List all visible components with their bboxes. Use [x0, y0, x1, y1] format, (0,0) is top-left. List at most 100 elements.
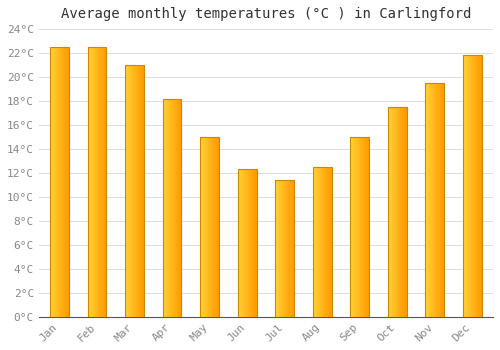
- Bar: [62, 47, 63, 317]
- Bar: [180, 99, 181, 317]
- Bar: [393, 107, 394, 317]
- Bar: [208, 137, 209, 317]
- Bar: [129, 65, 130, 317]
- Bar: [56, 47, 57, 317]
- Bar: [429, 83, 430, 317]
- Bar: [100, 47, 101, 317]
- Bar: [401, 107, 402, 317]
- Bar: [127, 65, 128, 317]
- Bar: [248, 169, 249, 317]
- Bar: [282, 180, 283, 317]
- Bar: [328, 167, 329, 317]
- Bar: [249, 169, 250, 317]
- Bar: [93, 47, 94, 317]
- Bar: [432, 83, 433, 317]
- Bar: [217, 137, 218, 317]
- Bar: [404, 107, 405, 317]
- Bar: [471, 55, 472, 317]
- Bar: [244, 169, 246, 317]
- Bar: [361, 137, 362, 317]
- Bar: [327, 167, 328, 317]
- Bar: [391, 107, 392, 317]
- Bar: [181, 99, 182, 317]
- Bar: [215, 137, 216, 317]
- Bar: [135, 65, 136, 317]
- Bar: [67, 47, 68, 317]
- Bar: [205, 137, 206, 317]
- Bar: [286, 180, 287, 317]
- Bar: [441, 83, 442, 317]
- Bar: [239, 169, 240, 317]
- Bar: [292, 180, 293, 317]
- Bar: [104, 47, 105, 317]
- Bar: [388, 107, 389, 317]
- Bar: [276, 180, 294, 317]
- Bar: [63, 47, 64, 317]
- Bar: [350, 137, 369, 317]
- Bar: [474, 55, 475, 317]
- Bar: [363, 137, 364, 317]
- Bar: [68, 47, 69, 317]
- Bar: [351, 137, 352, 317]
- Bar: [238, 169, 256, 317]
- Bar: [96, 47, 97, 317]
- Bar: [90, 47, 92, 317]
- Bar: [54, 47, 55, 317]
- Bar: [52, 47, 53, 317]
- Bar: [321, 167, 322, 317]
- Bar: [98, 47, 99, 317]
- Bar: [94, 47, 95, 317]
- Bar: [210, 137, 211, 317]
- Bar: [65, 47, 66, 317]
- Bar: [468, 55, 469, 317]
- Bar: [130, 65, 131, 317]
- Bar: [430, 83, 431, 317]
- Bar: [206, 137, 207, 317]
- Bar: [435, 83, 436, 317]
- Bar: [317, 167, 318, 317]
- Bar: [246, 169, 247, 317]
- Bar: [288, 180, 289, 317]
- Bar: [436, 83, 437, 317]
- Bar: [330, 167, 331, 317]
- Bar: [356, 137, 358, 317]
- Bar: [388, 107, 406, 317]
- Bar: [442, 83, 443, 317]
- Bar: [134, 65, 135, 317]
- Bar: [204, 137, 206, 317]
- Bar: [202, 137, 203, 317]
- Bar: [433, 83, 434, 317]
- Bar: [165, 99, 166, 317]
- Bar: [403, 107, 404, 317]
- Bar: [252, 169, 253, 317]
- Bar: [201, 137, 202, 317]
- Bar: [176, 99, 177, 317]
- Bar: [97, 47, 98, 317]
- Bar: [89, 47, 90, 317]
- Bar: [242, 169, 243, 317]
- Bar: [465, 55, 466, 317]
- Bar: [395, 107, 396, 317]
- Bar: [162, 99, 182, 317]
- Bar: [426, 83, 444, 317]
- Bar: [477, 55, 478, 317]
- Bar: [207, 137, 208, 317]
- Bar: [162, 99, 164, 317]
- Bar: [174, 99, 175, 317]
- Bar: [324, 167, 325, 317]
- Bar: [320, 167, 321, 317]
- Bar: [366, 137, 368, 317]
- Bar: [125, 65, 144, 317]
- Bar: [100, 47, 102, 317]
- Bar: [277, 180, 278, 317]
- Bar: [92, 47, 94, 317]
- Bar: [362, 137, 363, 317]
- Bar: [322, 167, 323, 317]
- Bar: [287, 180, 288, 317]
- Bar: [278, 180, 279, 317]
- Bar: [431, 83, 432, 317]
- Bar: [164, 99, 165, 317]
- Bar: [353, 137, 354, 317]
- Bar: [131, 65, 132, 317]
- Bar: [313, 167, 314, 317]
